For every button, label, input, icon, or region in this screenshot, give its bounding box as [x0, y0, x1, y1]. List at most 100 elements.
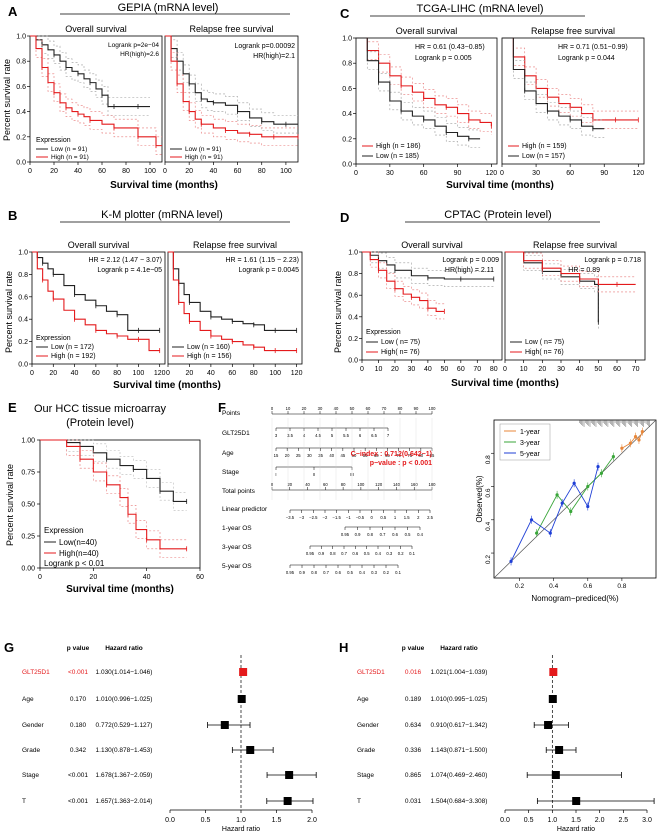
- nomogram-points-tick-label: 40: [334, 406, 339, 411]
- D_os-ytick-label: 0.8: [348, 271, 358, 278]
- C_os-xtick-label: 90: [454, 170, 462, 177]
- H_forest-point: [572, 797, 581, 805]
- H_forest-row-pvalue: 0.031: [405, 798, 422, 805]
- H_forest-col-pvalue: p value: [402, 645, 425, 652]
- nomogram-5year-os-tick-label: 0.6: [335, 570, 341, 575]
- panel-c-rfs-hr: HR = 0.71 (0.51−0.99): [558, 44, 628, 51]
- A_rfs-ci-low-upper: [165, 35, 298, 116]
- nomogram-row-label: Age: [222, 450, 234, 457]
- A_os-xtick-label: 60: [98, 168, 106, 175]
- D_rfs-xtick-label: 30: [557, 366, 565, 373]
- panel-e-xlabel: Survival time (months): [66, 584, 174, 595]
- panel-a-rfs-logrank: Logrank p=0.00092: [234, 43, 295, 50]
- C_os-xtick-label: 60: [420, 170, 428, 177]
- nomogram-5year-os-tick-label: 0.1: [395, 570, 401, 575]
- calibration-legend-item: 3-year: [520, 440, 541, 447]
- D_rfs-xtick-label: 70: [632, 366, 640, 373]
- panel-d-rfs-legend-high: High( n= 76): [525, 349, 564, 356]
- B_os-xtick-label: 40: [71, 370, 79, 377]
- nomogram-age-tick-label: 20: [285, 453, 290, 458]
- panel-b-os-logrank: Logrank p = 4.1e−05: [97, 267, 162, 274]
- nomogram-5year-os-tick-label: 0.8: [311, 570, 317, 575]
- nomogram-age-tick-label: 45: [341, 453, 346, 458]
- panel-b-xlabel: Survival time (months): [113, 380, 221, 391]
- G_forest-row-hr: 1.678(1.367−2.059): [96, 772, 153, 779]
- G_forest-row-pvalue: <0.001: [68, 669, 88, 676]
- G_forest-row-pvalue: 0.170: [70, 696, 87, 703]
- C_os-title: Overall survival: [396, 26, 458, 36]
- C_rfs-xtick-label: 120: [632, 170, 644, 177]
- nomogram-total-points-tick-label: 120: [375, 482, 383, 487]
- panel-a-rfs-hr: HR(high)=2.1: [253, 53, 295, 60]
- nomogram-total-points-tick-label: 100: [357, 482, 365, 487]
- nomogram-5year-os-tick-label: 0.4: [359, 570, 365, 575]
- nomogram-linear-predictor-tick-label: −2: [323, 515, 328, 520]
- C_os-ytick-label: 0.8: [342, 61, 352, 68]
- D_os-xtick-label: 60: [457, 366, 465, 373]
- nomogram-points-tick-label: 20: [302, 406, 307, 411]
- nomogram-1year-os-tick-label: 0.7: [380, 532, 386, 537]
- B_rfs-xtick-label: 100: [269, 370, 281, 377]
- nomogram-points-tick-label: 100: [429, 406, 437, 411]
- C_os-ytick-label: 1.0: [342, 36, 352, 43]
- nomogram-glt25d1-tick-label: 3.5: [287, 433, 293, 438]
- C_os-xtick-label: 0: [354, 170, 358, 177]
- nomogram-age-tick-label: 25: [296, 453, 301, 458]
- panel-letter-g: G: [4, 640, 14, 655]
- nomogram-3year-os-tick-label: 0.4: [375, 551, 381, 556]
- D_os-xtick-label: 80: [490, 366, 498, 373]
- C_rfs-ci-low-lower: [502, 37, 605, 138]
- H_forest-row-label: Age: [357, 696, 369, 703]
- nomogram-linear-predictor-tick-label: −0.5: [356, 515, 365, 520]
- panel-letter-a: A: [8, 4, 18, 19]
- H_forest-point: [551, 771, 560, 779]
- panel-e-title-line1: Our HCC tissue microarray: [34, 403, 167, 415]
- C_rfs-title: Relapse free survival: [531, 26, 615, 36]
- nomogram-glt25d1-tick-label: 4: [303, 433, 306, 438]
- nomogram-row-label: 3-year OS: [222, 544, 252, 551]
- E_km-ci-lown-upper: [40, 439, 187, 493]
- H_forest-row-hr: 1.143(0.871−1.500): [431, 747, 488, 754]
- C_os-ytick-label: 0.2: [342, 136, 352, 143]
- B_rfs-curve-low: [168, 251, 297, 331]
- nomogram-5year-os-tick-label: 0.7: [323, 570, 329, 575]
- H_forest-xlabel: Hazard ratio: [557, 826, 595, 832]
- H_forest-xtick-label: 1.0: [547, 817, 557, 824]
- D_rfs-xtick-label: 40: [576, 366, 584, 373]
- panel-e-ylabel: Percent survival rate: [5, 464, 15, 546]
- B_os-curve-low: [32, 251, 160, 331]
- A_os-ytick-label: 1.0: [16, 34, 26, 41]
- A_os-ci-high-upper: [30, 35, 162, 138]
- D_os-ytick-label: 0.6: [348, 293, 358, 300]
- panel-c-rfs-legend-low: Low (n = 157): [522, 153, 565, 160]
- A_os-ytick-label: 0.8: [16, 59, 26, 66]
- C_os-ci-low-upper: [356, 37, 481, 131]
- B_rfs-xtick-label: 20: [186, 370, 194, 377]
- D_rfs-xtick-label: 60: [613, 366, 621, 373]
- G_forest-point: [285, 771, 294, 779]
- nomogram-linear-predictor-tick-label: 2: [417, 515, 420, 520]
- D_os-xtick-label: 40: [424, 366, 432, 373]
- A_os-frame: [29, 35, 163, 163]
- nomogram-points-tick-label: 90: [414, 406, 419, 411]
- nomogram-row-label: Points: [222, 410, 241, 417]
- nomogram-age-tick-label: 15: [274, 453, 279, 458]
- A_rfs-title: Relapse free survival: [189, 24, 273, 34]
- G_forest-point: [220, 721, 229, 729]
- A_os-ytick-label: 0.6: [16, 84, 26, 91]
- D_rfs-xtick-label: 0: [503, 366, 507, 373]
- G_forest-point: [283, 797, 292, 805]
- B_os-frame: [31, 251, 166, 365]
- nomogram-glt25d1-tick-label: 5.5: [343, 433, 349, 438]
- H_forest-point: [549, 668, 558, 676]
- nomogram-row-label: Linear predictor: [222, 506, 268, 513]
- nomogram-stage-tick-label: II: [313, 472, 315, 477]
- D_os-ytick-label: 1.0: [348, 250, 358, 257]
- panel-a-xlabel: Survival time (months): [110, 180, 218, 191]
- B_os-ytick-label: 0.8: [18, 272, 28, 279]
- calibration-ytick-label: 0.8: [485, 455, 492, 464]
- panel-a-os-hr: HR(high)=2.6: [120, 51, 159, 58]
- nomogram-age-tick-label: 55: [363, 453, 368, 458]
- nomogram-age-tick-label: 35: [318, 453, 323, 458]
- A_os-xtick-label: 20: [50, 168, 58, 175]
